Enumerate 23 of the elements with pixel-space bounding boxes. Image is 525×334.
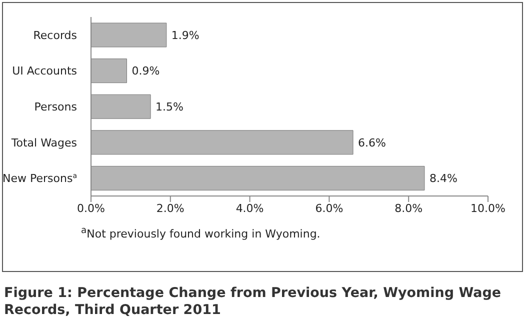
bar <box>91 130 354 155</box>
bar <box>91 22 167 48</box>
bar <box>91 166 425 190</box>
text: Figure 1: Percentage Change from Previous Year, Wyoming Wage Records, Third Quarter 2011 <box>4 285 502 319</box>
data-label: 1.5% <box>156 100 184 114</box>
bar <box>91 58 127 84</box>
data-label: 0.9% <box>132 64 160 78</box>
x-tick-label: 2.0% <box>156 202 184 215</box>
y-tick-label: Records <box>33 28 78 42</box>
y-tick-label: Total Wages <box>10 136 78 150</box>
x-tick-label: 10.0% <box>470 202 506 215</box>
y-tick-label: New Persons$^{a}$ <box>2 172 77 186</box>
x-tick-label: 0.0% <box>77 202 105 215</box>
x-tick-label: 4.0% <box>236 202 264 215</box>
x-tick-label: 8.0% <box>394 202 423 215</box>
x-tick-label: 6.0% <box>315 202 344 215</box>
text: $^{a}$Not previously found working in Wyoming. <box>81 225 320 241</box>
data-label: 8.4% <box>429 172 458 186</box>
data-label: 6.6% <box>358 136 386 150</box>
y-tick-label: Persons <box>34 100 78 114</box>
y-tick-label: UI Accounts <box>12 64 78 78</box>
bar <box>91 94 151 119</box>
data-label: 1.9% <box>171 28 200 42</box>
